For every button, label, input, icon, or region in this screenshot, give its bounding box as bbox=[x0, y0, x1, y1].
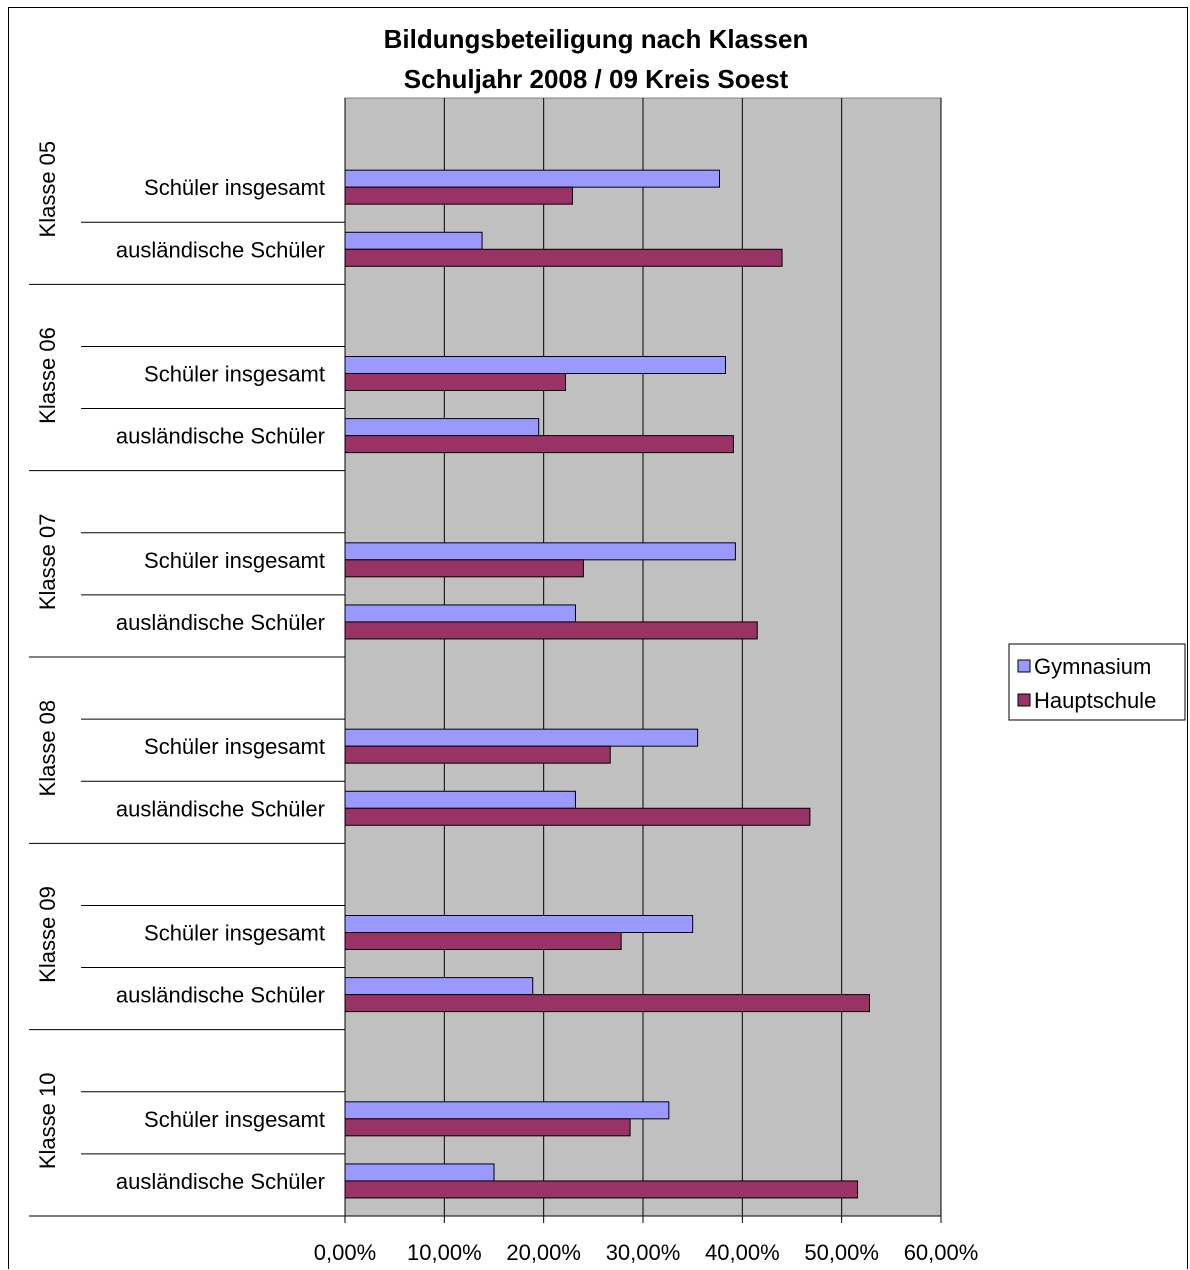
bar-gymnasium bbox=[344, 231, 483, 250]
x-tick-label: 10,00% bbox=[407, 1240, 482, 1265]
x-tick-label: 50,00% bbox=[804, 1240, 879, 1265]
legend-box bbox=[1008, 643, 1186, 721]
category-label: ausländische Schüler bbox=[116, 610, 325, 635]
bar-hauptschule bbox=[344, 186, 573, 205]
category-label: ausländische Schüler bbox=[116, 1169, 325, 1194]
chart-frame: Bildungsbeteiligung nach Klassen Schulja… bbox=[8, 7, 1188, 1269]
group-label: Klasse 08 bbox=[35, 700, 60, 797]
category-label: Schüler insgesamt bbox=[144, 548, 325, 573]
group-label: Klasse 06 bbox=[35, 327, 60, 424]
bar-hauptschule bbox=[344, 559, 584, 578]
bar-gymnasium bbox=[344, 790, 576, 809]
x-tick-label: 20,00% bbox=[506, 1240, 581, 1265]
bar-gymnasium bbox=[344, 915, 694, 933]
category-label: ausländische Schüler bbox=[116, 237, 325, 262]
category-label: Schüler insgesamt bbox=[144, 175, 325, 200]
bar-chart: Bildungsbeteiligung nach Klassen Schulja… bbox=[29, 24, 1186, 1265]
category-label: ausländische Schüler bbox=[116, 796, 325, 821]
bar-hauptschule bbox=[344, 994, 870, 1013]
chart-subtitle: Schuljahr 2008 / 09 Kreis Soest bbox=[404, 64, 789, 94]
legend-swatch-hauptschule bbox=[1017, 693, 1031, 707]
legend-swatch-gymnasium bbox=[1017, 659, 1031, 673]
group-label: Klasse 09 bbox=[35, 886, 60, 983]
bar-gymnasium bbox=[344, 977, 534, 996]
category-label: ausländische Schüler bbox=[116, 424, 325, 449]
bar-gymnasium bbox=[344, 542, 736, 561]
bar-hauptschule bbox=[344, 435, 734, 454]
category-label: Schüler insgesamt bbox=[144, 921, 325, 946]
chart-title: Bildungsbeteiligung nach Klassen bbox=[384, 24, 809, 54]
category-label: Schüler insgesamt bbox=[144, 1107, 325, 1132]
category-label: Schüler insgesamt bbox=[144, 734, 325, 759]
bar-hauptschule bbox=[344, 932, 622, 950]
bar-gymnasium bbox=[344, 728, 699, 747]
group-label: Klasse 05 bbox=[35, 141, 60, 238]
bar-hauptschule bbox=[344, 1118, 631, 1137]
category-label: ausländische Schüler bbox=[116, 983, 325, 1008]
x-tick-label: 30,00% bbox=[606, 1240, 681, 1265]
bar-gymnasium bbox=[344, 418, 540, 437]
legend-label: Hauptschule bbox=[1034, 688, 1156, 713]
bar-hauptschule bbox=[344, 621, 758, 640]
bar-gymnasium bbox=[344, 356, 726, 374]
bar-gymnasium bbox=[344, 604, 576, 623]
bar-hauptschule bbox=[344, 373, 567, 391]
group-label: Klasse 07 bbox=[35, 514, 60, 611]
group-label: Klasse 10 bbox=[35, 1073, 60, 1170]
x-tick-label: 0,00% bbox=[314, 1240, 376, 1265]
bar-gymnasium bbox=[344, 1163, 495, 1182]
bar-hauptschule bbox=[344, 248, 783, 267]
bar-gymnasium bbox=[344, 1101, 670, 1120]
bar-hauptschule bbox=[344, 807, 811, 826]
legend-label: Gymnasium bbox=[1034, 654, 1151, 679]
x-tick-label: 40,00% bbox=[705, 1240, 780, 1265]
x-tick-label: 60,00% bbox=[904, 1240, 979, 1265]
bar-hauptschule bbox=[344, 745, 611, 764]
bar-hauptschule bbox=[344, 1180, 859, 1199]
category-label: Schüler insgesamt bbox=[144, 362, 325, 387]
bar-gymnasium bbox=[344, 169, 720, 188]
